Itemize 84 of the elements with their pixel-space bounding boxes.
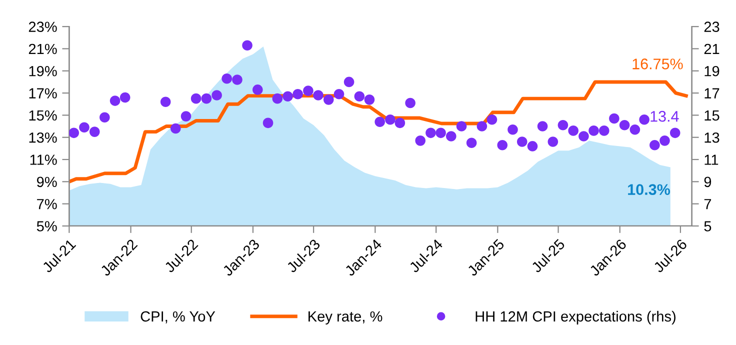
legend-label: Key rate, %: [308, 311, 382, 324]
point: [598, 126, 610, 136]
point: [334, 88, 344, 100]
point: [69, 128, 80, 138]
point: [364, 94, 375, 105]
y2-tick-label: 17: [704, 88, 720, 98]
point: [466, 138, 477, 148]
y2-tick-label: 5: [704, 221, 712, 232]
point: [170, 123, 181, 134]
y-tick-label: 9%: [36, 176, 57, 188]
y2-tick-label: 13: [704, 132, 720, 143]
legend-label: HH 12M CPI expectations (rhs): [476, 310, 676, 324]
point: [180, 111, 192, 122]
point: [344, 76, 354, 88]
y-tick-label: 17%: [29, 88, 57, 98]
y2-tick-label: 19: [704, 66, 720, 76]
point: [405, 98, 416, 108]
point: [222, 73, 232, 84]
point: [639, 114, 650, 125]
point: [232, 74, 242, 85]
point: [415, 136, 426, 146]
y-tick-label: 5%: [36, 221, 57, 232]
point: [568, 126, 578, 136]
point: [385, 114, 396, 125]
y2-tick-label: 21: [704, 44, 720, 54]
point: [110, 96, 120, 106]
point: [374, 116, 385, 127]
point: [242, 40, 252, 51]
point: [282, 91, 293, 102]
annotation: 10.3%: [628, 184, 670, 195]
y2-tick-label: 7: [704, 199, 712, 210]
y-tick-label: 19%: [29, 66, 57, 76]
point: [100, 112, 110, 123]
point: [262, 118, 274, 128]
point: [508, 124, 518, 135]
point: [190, 93, 202, 104]
point: [516, 136, 528, 147]
point: [313, 90, 324, 100]
point: [252, 84, 263, 95]
point: [292, 88, 303, 100]
y-tick-label: 11%: [30, 154, 57, 165]
point: [537, 121, 548, 132]
point: [436, 128, 446, 138]
point: [486, 114, 498, 125]
point: [89, 126, 100, 137]
point: [476, 121, 488, 132]
point: [548, 136, 558, 147]
y2-tick-label: 15: [704, 110, 720, 121]
point: [354, 91, 365, 102]
point: [272, 93, 283, 104]
point: [426, 128, 436, 138]
point: [497, 140, 508, 150]
y-tick-label: 7%: [37, 198, 57, 210]
point: [527, 141, 538, 152]
point: [588, 126, 599, 136]
line-series: [69, 80, 688, 184]
point: [558, 120, 568, 130]
y-tick-label: 15%: [29, 110, 57, 121]
point: [394, 118, 406, 128]
y-tick-label: 23%: [28, 22, 57, 32]
point: [630, 124, 640, 135]
y-tick-label: 21%: [28, 44, 57, 54]
point: [619, 120, 630, 130]
y2-tick-label: 23: [704, 22, 720, 32]
point: [456, 121, 467, 132]
y-tick-label: 13%: [29, 132, 57, 143]
annotation: 16.75%: [632, 58, 683, 70]
point: [660, 136, 670, 146]
y2-tick-label: 11: [704, 154, 718, 165]
point: [609, 113, 620, 124]
point: [303, 86, 314, 96]
point: [160, 96, 171, 108]
annotation: 13.4: [650, 110, 679, 122]
point: [201, 93, 212, 104]
point: [446, 131, 456, 142]
point: [578, 131, 589, 142]
point: [650, 140, 660, 150]
point: [212, 90, 222, 100]
point: [79, 122, 90, 133]
legend-label: CPI, % YoY: [140, 311, 216, 324]
point: [670, 128, 680, 138]
y2-tick-label: 9: [704, 176, 712, 188]
point: [323, 94, 334, 105]
point: [120, 92, 130, 103]
